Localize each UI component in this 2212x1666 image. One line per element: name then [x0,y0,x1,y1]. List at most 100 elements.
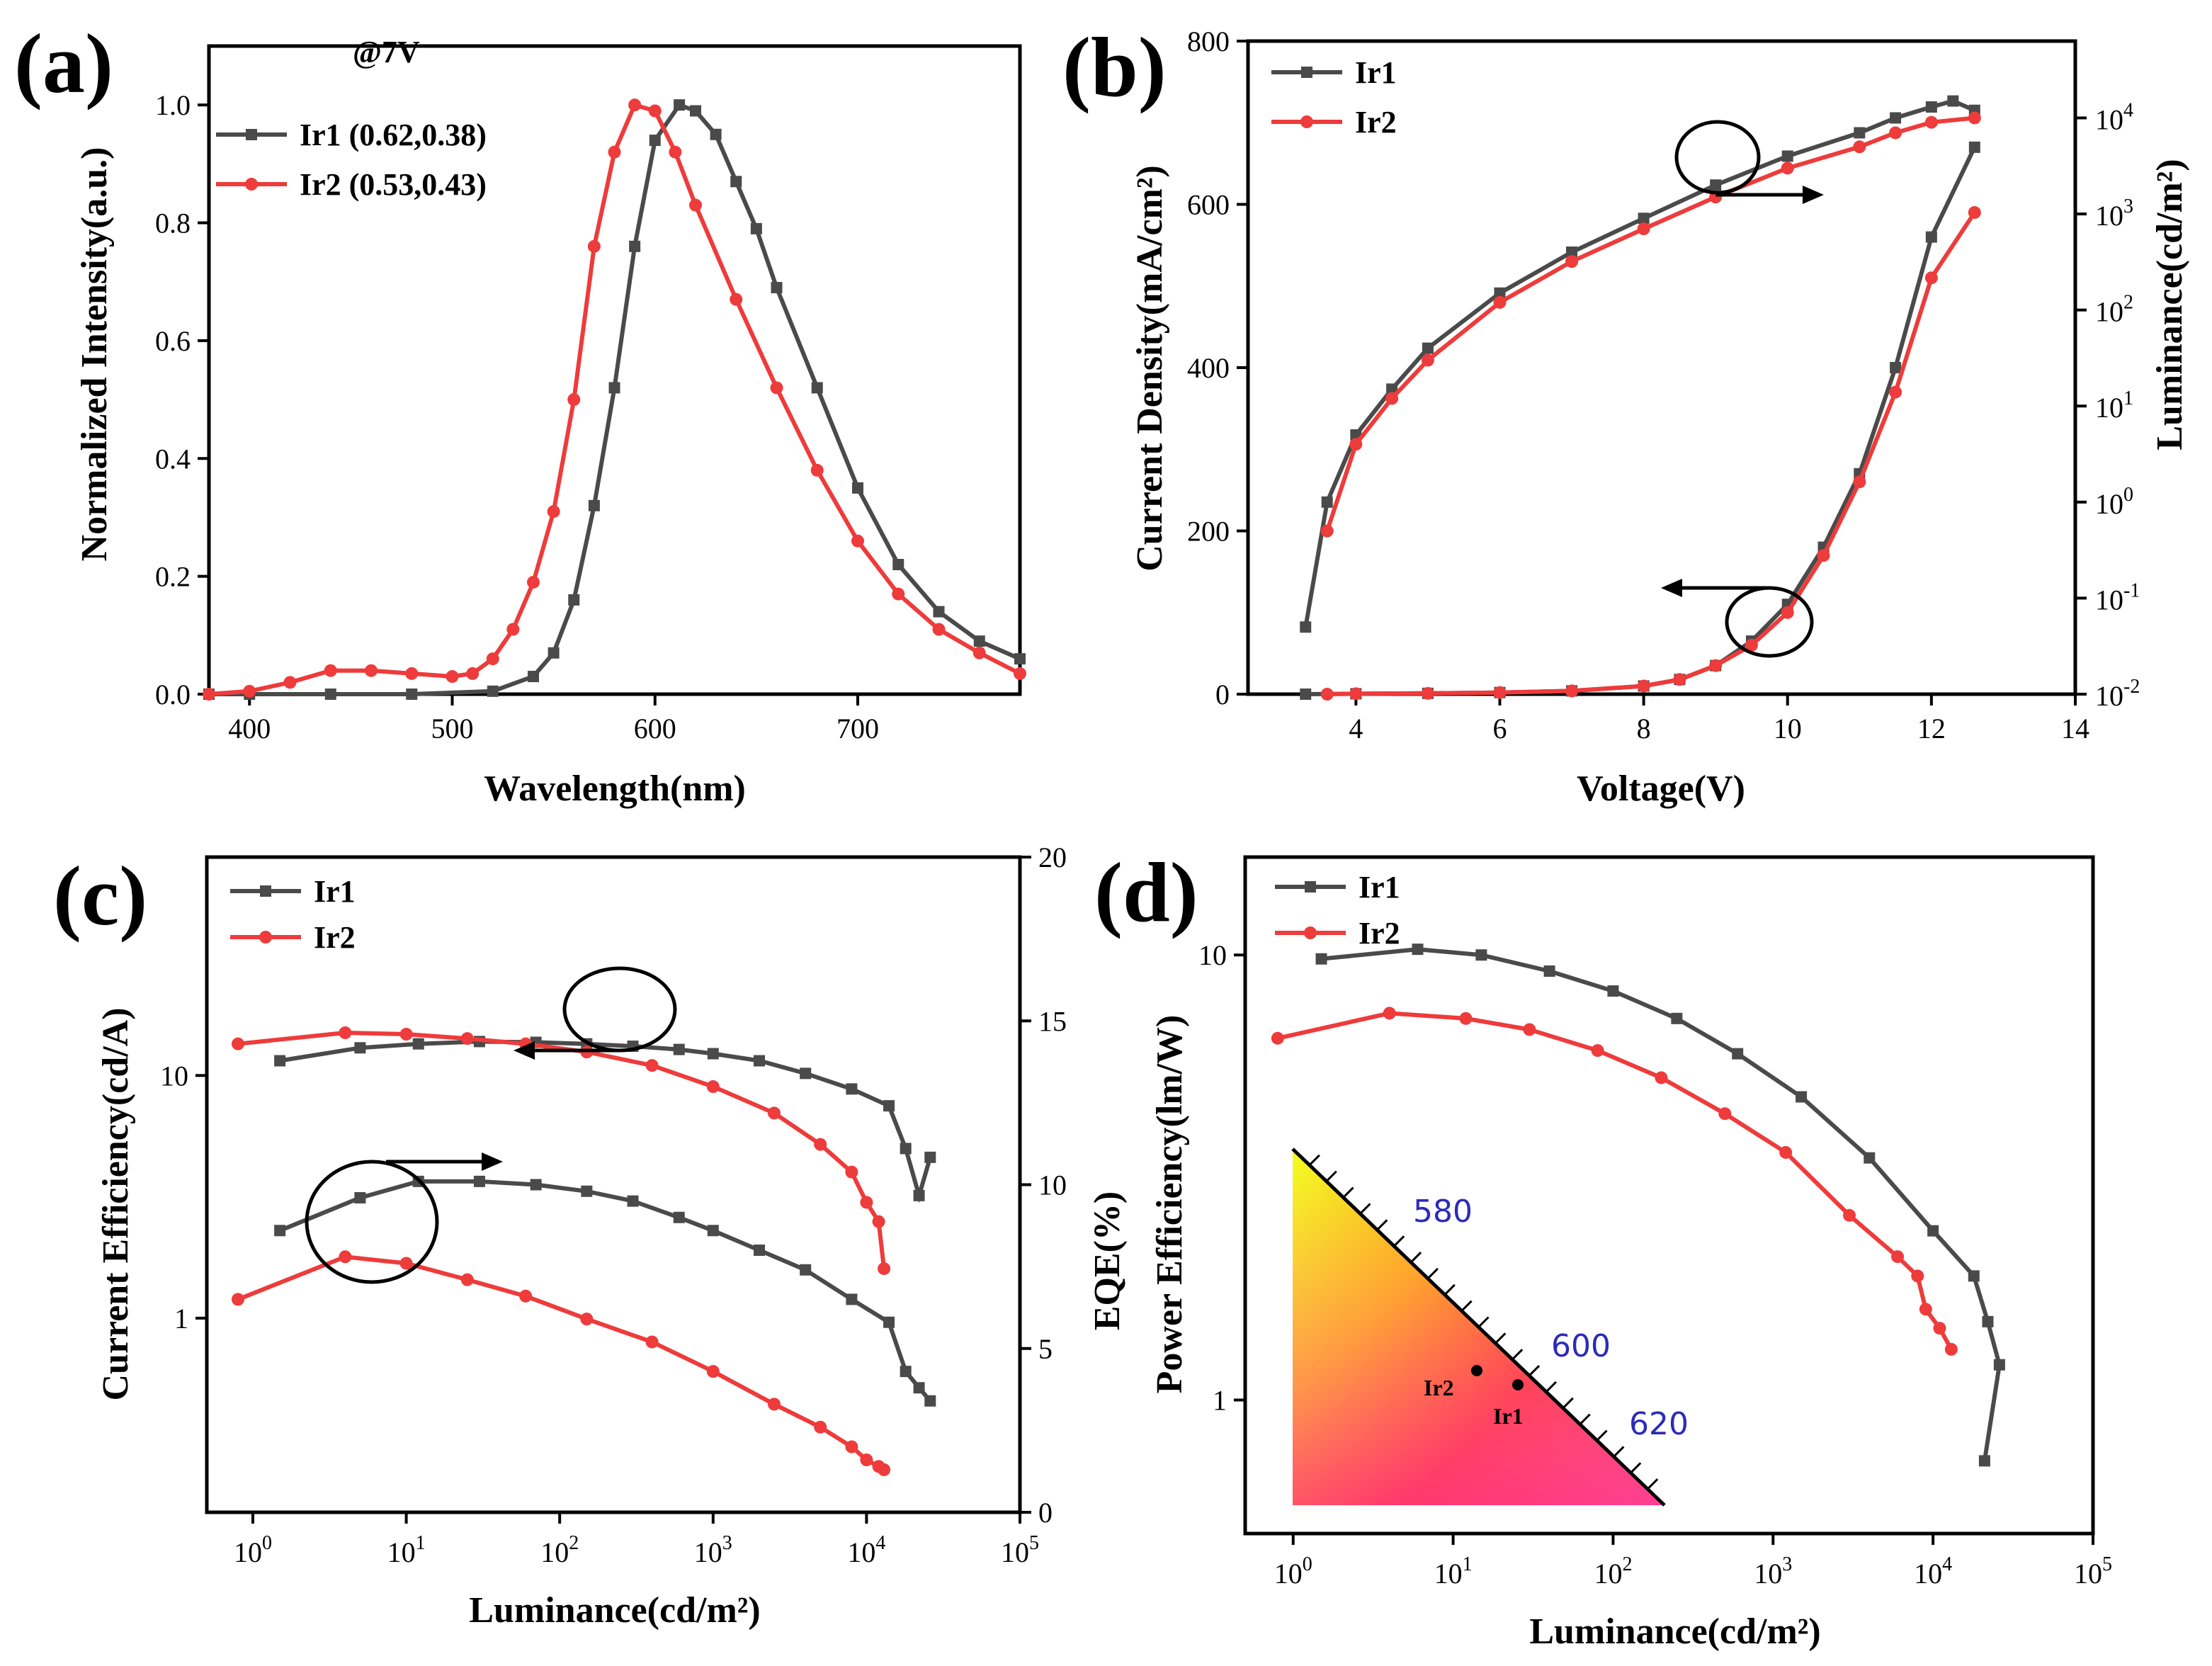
ir2-eqe-point [878,1463,891,1476]
ir1-current-efficiency-point [707,1048,719,1060]
ir2-eqe-point [580,1313,594,1326]
ir2-current-density-point [1637,679,1650,693]
ir1-eqe-point [707,1225,719,1237]
ir2-current-density-point [1320,688,1334,701]
ir1-power-efficiency-point [1543,965,1555,977]
ir1-luminance-point [1566,246,1578,259]
panel-b-y2tick-label: 102 [2095,292,2133,328]
ir2-current-efficiency-point [706,1080,720,1094]
ir2-emission-point [648,104,662,118]
panel-c-xtick-label: 101 [387,1532,426,1568]
ir1-eqe-point [913,1382,925,1394]
ir2-luminance-line [1325,115,1975,532]
ir1-emission-point [568,594,580,606]
ir1-luminance-point [1890,112,1902,124]
ir1-eqe-line [278,1179,932,1402]
ir1-power-efficiency-point [1412,944,1424,956]
ir1-emission-point [690,105,701,117]
panel-d-ytick-label: 10 [1198,939,1227,971]
panel-c-frame [205,855,1022,1514]
panel-a-legend-label: Ir2 (0.53,0.43) [300,167,487,202]
ir2-current-efficiency-point [399,1028,413,1041]
left-arrow-head [1661,579,1682,597]
ir2-luminance-point [1637,222,1650,236]
panel-a-legend-marker [246,129,257,140]
panel-c-y2label: EQE(%) [1087,1191,1128,1330]
panel-d-xtick-label: 101 [1434,1553,1473,1590]
ir2-current-density-point [1565,684,1579,698]
panel-c-plot [231,966,936,1476]
panel-b-legend-marker [1300,115,1313,128]
ir2-emission-point [628,98,642,112]
ir2-current-density-point [1709,659,1723,672]
ir2-emission-point [892,587,905,601]
ir2-eqe-point [860,1454,873,1466]
ir2-eqe-point [845,1440,858,1454]
cie-edge-tick [1528,1365,1541,1377]
ir2-eqe-point [460,1273,474,1286]
cie-edge-tick [1342,1186,1354,1198]
panel-c-xtick-label: 102 [540,1532,579,1568]
ir2-power-efficiency-point [1718,1107,1732,1121]
panel-c-xtick-label: 104 [847,1532,885,1568]
panel-b-ytick-label: 800 [1187,26,1230,57]
ir2-current-density-point [1968,206,1981,220]
panel-a-ytick-label: 0.2 [155,561,191,593]
panel-a-plot [203,98,1026,701]
ir1-power-efficiency-point [1671,1012,1683,1024]
ir2-power-efficiency-point [1459,1012,1473,1025]
panel-a-xlabel: Wavelength(nm) [484,769,746,809]
panel-a-ylabel: Normalized Intensity(a.u.) [74,147,115,562]
panel-c-label: (c) [53,849,147,943]
ir1-eqe-point [846,1293,858,1305]
ir2-emission-point [587,239,601,253]
cie-edge-tick [1444,1284,1456,1296]
cie-edge-tick [1461,1300,1473,1312]
panel-d-plot [1271,944,2005,1467]
ir2-power-efficiency-point [1919,1303,1932,1316]
panel-b-ytick-label: 200 [1187,516,1230,548]
cie-edge-tick [1511,1349,1524,1361]
cie-inset: 580 600 620 Ir2 Ir1 [1291,1148,1689,1507]
cie-edge-tick [1325,1170,1337,1182]
ir1-current-efficiency-point [274,1055,286,1067]
ir2-luminance-point [1385,392,1399,405]
panel-a-label: (a) [14,16,113,110]
ir1-power-efficiency-line [1321,947,2002,1461]
ir1-emission-point [1014,653,1026,665]
ir1-luminance-line [1303,98,1975,628]
cie-edge-tick [1359,1203,1371,1215]
cie-edge-tick [1494,1332,1507,1344]
ir2-current-density-line [1327,211,1977,696]
ir1-eqe-point [800,1264,812,1276]
ir1-power-efficiency-point [1927,1225,1939,1237]
ir2-power-efficiency-point [1891,1250,1905,1264]
cie-edge-tick [1545,1381,1558,1393]
ir2-emission-point [851,534,864,548]
ir2-eqe-point [767,1398,781,1411]
ir1-power-efficiency-point [1315,953,1327,965]
panel-d-frame [1243,855,2095,1536]
ir1-emission-point [629,240,641,252]
ir2-current-density-point [1817,549,1830,562]
panel-b-legend-marker [1301,67,1312,78]
panel-a-axes: 400 500 600 700 0.0 0.2 0.4 0.6 0.8 1.0 [155,44,1022,744]
ir2-eqe-point [231,1293,244,1306]
ir2-power-efficiency-point [1843,1208,1856,1222]
panel-c-ytick-label: 10 [160,1060,188,1092]
ir1-current-efficiency-point [883,1100,895,1112]
panel-b-plot [1300,95,1981,701]
ir2-emission-point [810,463,824,477]
ir1-eqe-point [883,1316,895,1328]
panel-c-ylabel: Current Efficiency(cd/A) [96,1007,136,1400]
panel-a-frame [207,44,1022,696]
panel-b-y2tick-label: 10-1 [2095,579,2140,616]
ir1-current-density-point [1300,688,1312,700]
ir1-eqe-point [753,1245,765,1256]
panel-b-y2tick-label: 104 [2095,99,2133,135]
cie-edge-tick [1647,1478,1659,1490]
panel-c-xtick-label: 105 [1001,1532,1039,1568]
ir1-emission-point [588,499,600,511]
panel-a-legend-label: Ir1 (0.62,0.38) [300,118,487,152]
ir2-luminance-point [1421,353,1434,367]
